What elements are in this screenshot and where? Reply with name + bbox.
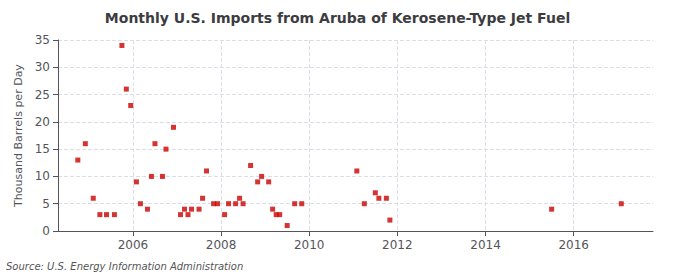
svg-text:Thousand Barrels per Day: Thousand Barrels per Day <box>12 64 25 208</box>
svg-text:20: 20 <box>35 115 50 129</box>
svg-text:35: 35 <box>35 33 50 47</box>
svg-text:25: 25 <box>35 88 50 102</box>
svg-text:5: 5 <box>42 197 50 211</box>
svg-text:15: 15 <box>35 142 50 156</box>
svg-text:2010: 2010 <box>294 238 325 252</box>
svg-text:2006: 2006 <box>118 238 149 252</box>
svg-text:30: 30 <box>35 60 50 74</box>
svg-text:0: 0 <box>42 224 50 238</box>
svg-text:10: 10 <box>35 169 50 183</box>
svg-text:2008: 2008 <box>206 238 237 252</box>
svg-text:Source: U.S. Energy Informatio: Source: U.S. Energy Information Administ… <box>6 261 243 272</box>
svg-text:2012: 2012 <box>382 238 413 252</box>
svg-text:2016: 2016 <box>558 238 589 252</box>
svg-text:2014: 2014 <box>470 238 501 252</box>
svg-text:Monthly U.S. Imports from Arub: Monthly U.S. Imports from Aruba of Keros… <box>105 10 570 26</box>
